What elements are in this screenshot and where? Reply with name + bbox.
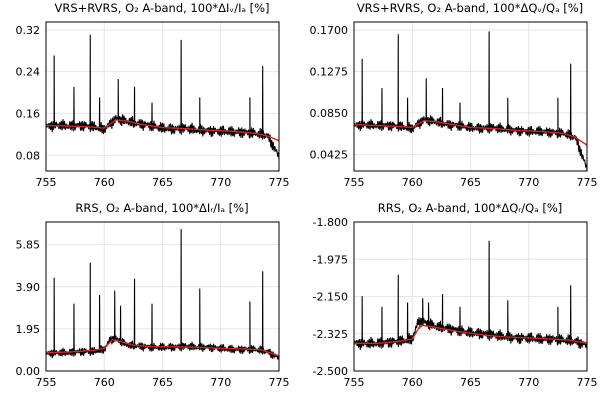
y-tick-label: 5.85: [16, 239, 41, 252]
x-tick-label: 755: [36, 376, 57, 389]
series-line-full: [354, 31, 587, 171]
panel-vrs-polarization: VRS+RVRS, O₂ A-band, 100*ΔQᵥ/Qₐ [%] 755 7…: [310, 1, 598, 189]
series-line-smooth: [354, 119, 587, 146]
x-tick-label: 770: [518, 376, 539, 389]
plot-area: 755 760 765 770 775 -2.500 -2.325 -2.150 -1.975 -…: [313, 216, 598, 389]
plot-frame: [353, 21, 588, 172]
x-tick-label: 760: [402, 176, 423, 189]
y-tick-label: 0.08: [16, 149, 41, 162]
y-tick-label: -2.500: [313, 365, 348, 378]
x-tick-label: 770: [518, 176, 539, 189]
x-tick-label: 765: [152, 376, 173, 389]
y-tick-label: -2.150: [313, 291, 348, 304]
y-tick-label: 1.95: [16, 323, 41, 336]
x-tick-label: 760: [402, 376, 423, 389]
y-tick-label: 0.00: [16, 365, 41, 378]
x-tick-label: 775: [577, 176, 598, 189]
x-tick-label: 760: [94, 176, 115, 189]
y-tick-label: 0.32: [16, 24, 41, 37]
series-line-smooth: [46, 338, 279, 357]
series-line-smooth: [354, 324, 587, 345]
y-tick-label: -1.975: [313, 253, 348, 266]
x-tick-label: 755: [344, 176, 365, 189]
y-tick-label: 3.90: [16, 281, 41, 294]
x-tick-label: 755: [344, 376, 365, 389]
chart-title: VRS+RVRS, O₂ A-band, 100*ΔQᵥ/Qₐ [%]: [357, 1, 583, 15]
y-tick-label: 0.16: [16, 107, 41, 120]
chart-title: VRS+RVRS, O₂ A-band, 100*ΔIᵥ/Iₐ [%]: [54, 1, 269, 15]
plot-frame: [353, 221, 588, 372]
panel-vrs-intensity: VRS+RVRS, O₂ A-band, 100*ΔIᵥ/Iₐ [%] 755 7…: [16, 1, 290, 189]
x-tick-label: 775: [269, 176, 290, 189]
x-tick-label: 765: [152, 176, 173, 189]
y-tick-label: 0.0425: [310, 148, 349, 161]
x-tick-label: 765: [460, 376, 481, 389]
plot-area: 755 760 765 770 775 0.00 1.95 3.90 5.85: [16, 221, 290, 389]
y-tick-label: 0.1275: [310, 65, 349, 78]
panel-rrs-intensity: RRS, O₂ A-band, 100*ΔIᵣ/Iₐ [%] 755 760 765…: [16, 201, 290, 389]
chart-title: RRS, O₂ A-band, 100*ΔQᵣ/Qₐ [%]: [378, 201, 563, 215]
y-tick-label: -2.325: [313, 328, 348, 341]
series-line-smooth: [46, 119, 279, 142]
x-tick-label: 770: [210, 176, 231, 189]
series-line-full: [46, 34, 279, 160]
x-tick-label: 775: [269, 376, 290, 389]
y-tick-label: -1.800: [313, 216, 348, 229]
plot-frame: [45, 221, 280, 372]
x-tick-label: 755: [36, 176, 57, 189]
chart-title: RRS, O₂ A-band, 100*ΔIᵣ/Iₐ [%]: [75, 201, 248, 215]
x-tick-label: 770: [210, 376, 231, 389]
plot-area: 755 760 765 770 775 0.08 0.16 0.24 0.32: [16, 21, 290, 189]
y-tick-label: 0.1700: [310, 24, 349, 37]
y-tick-label: 0.0850: [310, 107, 349, 120]
x-tick-label: 775: [577, 376, 598, 389]
y-tick-label: 0.24: [16, 66, 41, 79]
panel-rrs-polarization: RRS, O₂ A-band, 100*ΔQᵣ/Qₐ [%] 755 760 765…: [313, 201, 598, 389]
x-tick-label: 760: [94, 376, 115, 389]
x-tick-label: 765: [460, 176, 481, 189]
plot-frame: [45, 21, 280, 172]
plot-area: 755 760 765 770 775 0.0425 0.0850 0.1275 0.1700: [310, 21, 598, 189]
